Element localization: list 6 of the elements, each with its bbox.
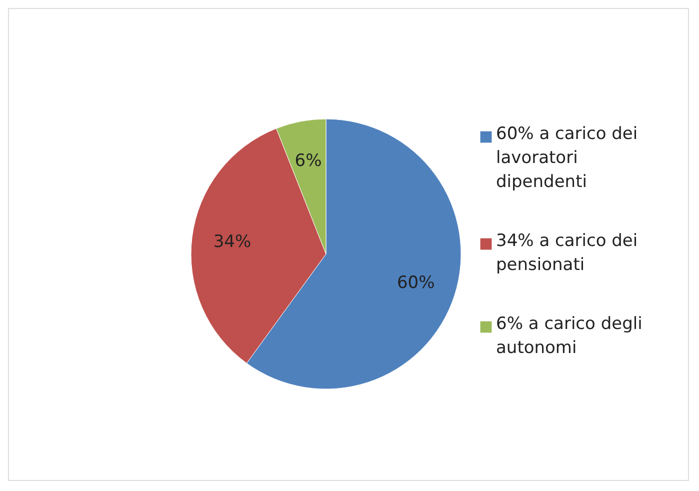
- legend-label: 6% a carico degli autonomi: [496, 314, 642, 358]
- data-label: 6%: [294, 151, 322, 172]
- data-label: 34%: [213, 232, 252, 252]
- legend-label: 60% a carico dei lavoratori dipendenti: [496, 124, 638, 192]
- data-label: 60%: [396, 273, 435, 294]
- legend-label: 34% a carico dei pensionati: [496, 231, 638, 275]
